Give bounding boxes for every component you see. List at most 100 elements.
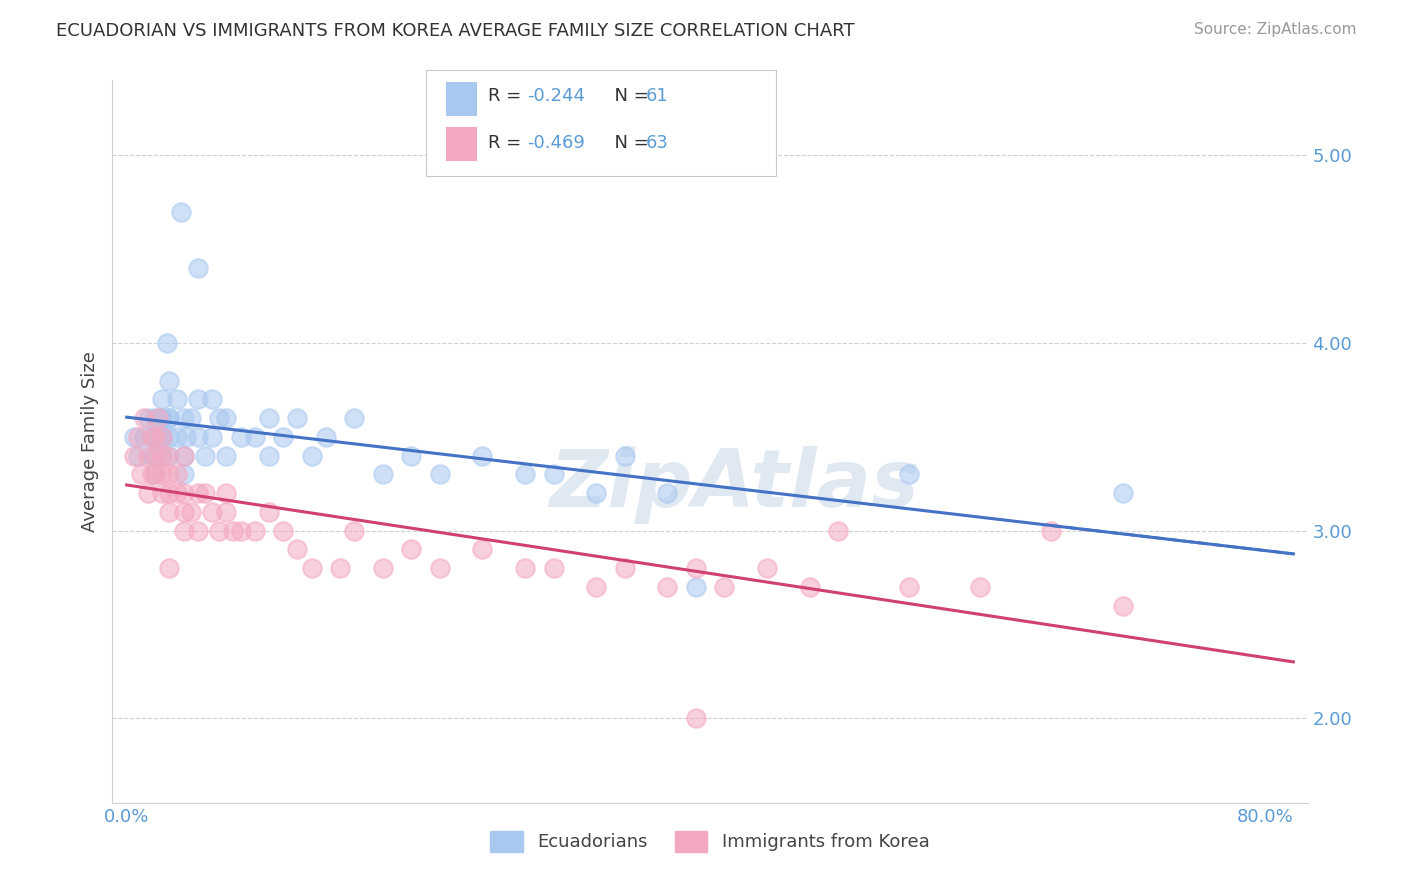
- Point: [613, 561, 636, 575]
- Text: R =: R =: [488, 87, 527, 105]
- Point: [755, 561, 778, 575]
- Point: [170, 204, 193, 219]
- Text: -0.469: -0.469: [527, 134, 585, 152]
- Point: [173, 467, 195, 482]
- Point: [471, 449, 494, 463]
- Point: [150, 467, 173, 482]
- Point: [187, 260, 209, 275]
- Point: [371, 467, 394, 482]
- Point: [157, 505, 180, 519]
- Point: [513, 561, 536, 575]
- Point: [150, 411, 173, 425]
- Point: [157, 374, 180, 388]
- Point: [150, 430, 173, 444]
- Point: [471, 542, 494, 557]
- Text: 63: 63: [645, 134, 668, 152]
- Point: [146, 411, 169, 425]
- Point: [799, 580, 821, 594]
- Point: [343, 524, 366, 538]
- Point: [222, 524, 245, 538]
- Point: [173, 449, 195, 463]
- Point: [243, 430, 266, 444]
- Text: 61: 61: [645, 87, 668, 105]
- Text: ECUADORIAN VS IMMIGRANTS FROM KOREA AVERAGE FAMILY SIZE CORRELATION CHART: ECUADORIAN VS IMMIGRANTS FROM KOREA AVER…: [56, 22, 855, 40]
- Point: [141, 430, 163, 444]
- Point: [301, 449, 323, 463]
- Point: [166, 430, 188, 444]
- Point: [898, 580, 921, 594]
- Point: [143, 467, 166, 482]
- Point: [141, 449, 163, 463]
- Point: [157, 411, 180, 425]
- Point: [543, 561, 565, 575]
- Text: -0.244: -0.244: [527, 87, 585, 105]
- Point: [315, 430, 337, 444]
- Point: [141, 467, 163, 482]
- Point: [401, 449, 423, 463]
- Point: [157, 411, 180, 425]
- Text: Source: ZipAtlas.com: Source: ZipAtlas.com: [1194, 22, 1357, 37]
- Point: [157, 449, 180, 463]
- Point: [657, 580, 679, 594]
- Point: [257, 449, 280, 463]
- Point: [187, 392, 209, 407]
- Point: [150, 430, 173, 444]
- Point: [685, 711, 707, 725]
- Point: [127, 430, 149, 444]
- Point: [201, 392, 224, 407]
- Point: [143, 449, 166, 463]
- Point: [166, 392, 188, 407]
- Point: [585, 486, 607, 500]
- Point: [157, 467, 180, 482]
- Point: [1040, 524, 1063, 538]
- Point: [122, 430, 145, 444]
- Point: [173, 505, 195, 519]
- Point: [429, 561, 451, 575]
- Point: [180, 411, 202, 425]
- Point: [176, 430, 198, 444]
- Point: [401, 542, 423, 557]
- Point: [143, 449, 166, 463]
- Point: [180, 505, 202, 519]
- Point: [1111, 486, 1133, 500]
- Point: [1111, 599, 1133, 613]
- Point: [143, 411, 166, 425]
- Point: [150, 486, 173, 500]
- Point: [215, 411, 238, 425]
- Point: [155, 449, 177, 463]
- Point: [208, 524, 231, 538]
- Point: [329, 561, 352, 575]
- Point: [127, 449, 149, 463]
- Point: [150, 392, 173, 407]
- Point: [969, 580, 991, 594]
- Point: [173, 449, 195, 463]
- Point: [143, 467, 166, 482]
- Point: [129, 467, 152, 482]
- Point: [713, 580, 735, 594]
- Point: [173, 411, 195, 425]
- Point: [229, 430, 252, 444]
- Point: [243, 524, 266, 538]
- Point: [229, 524, 252, 538]
- Point: [257, 505, 280, 519]
- Point: [132, 430, 155, 444]
- Point: [543, 467, 565, 482]
- Point: [208, 411, 231, 425]
- Point: [136, 411, 159, 425]
- Point: [136, 486, 159, 500]
- Point: [150, 449, 173, 463]
- Point: [827, 524, 849, 538]
- Point: [271, 430, 294, 444]
- Point: [166, 467, 188, 482]
- Point: [143, 430, 166, 444]
- Y-axis label: Average Family Size: Average Family Size: [80, 351, 98, 532]
- Point: [141, 430, 163, 444]
- Point: [166, 486, 188, 500]
- Legend: Ecuadorians, Immigrants from Korea: Ecuadorians, Immigrants from Korea: [484, 823, 936, 859]
- Point: [898, 467, 921, 482]
- Point: [146, 430, 169, 444]
- Point: [173, 486, 195, 500]
- Point: [187, 486, 209, 500]
- Point: [429, 467, 451, 482]
- Point: [287, 542, 309, 557]
